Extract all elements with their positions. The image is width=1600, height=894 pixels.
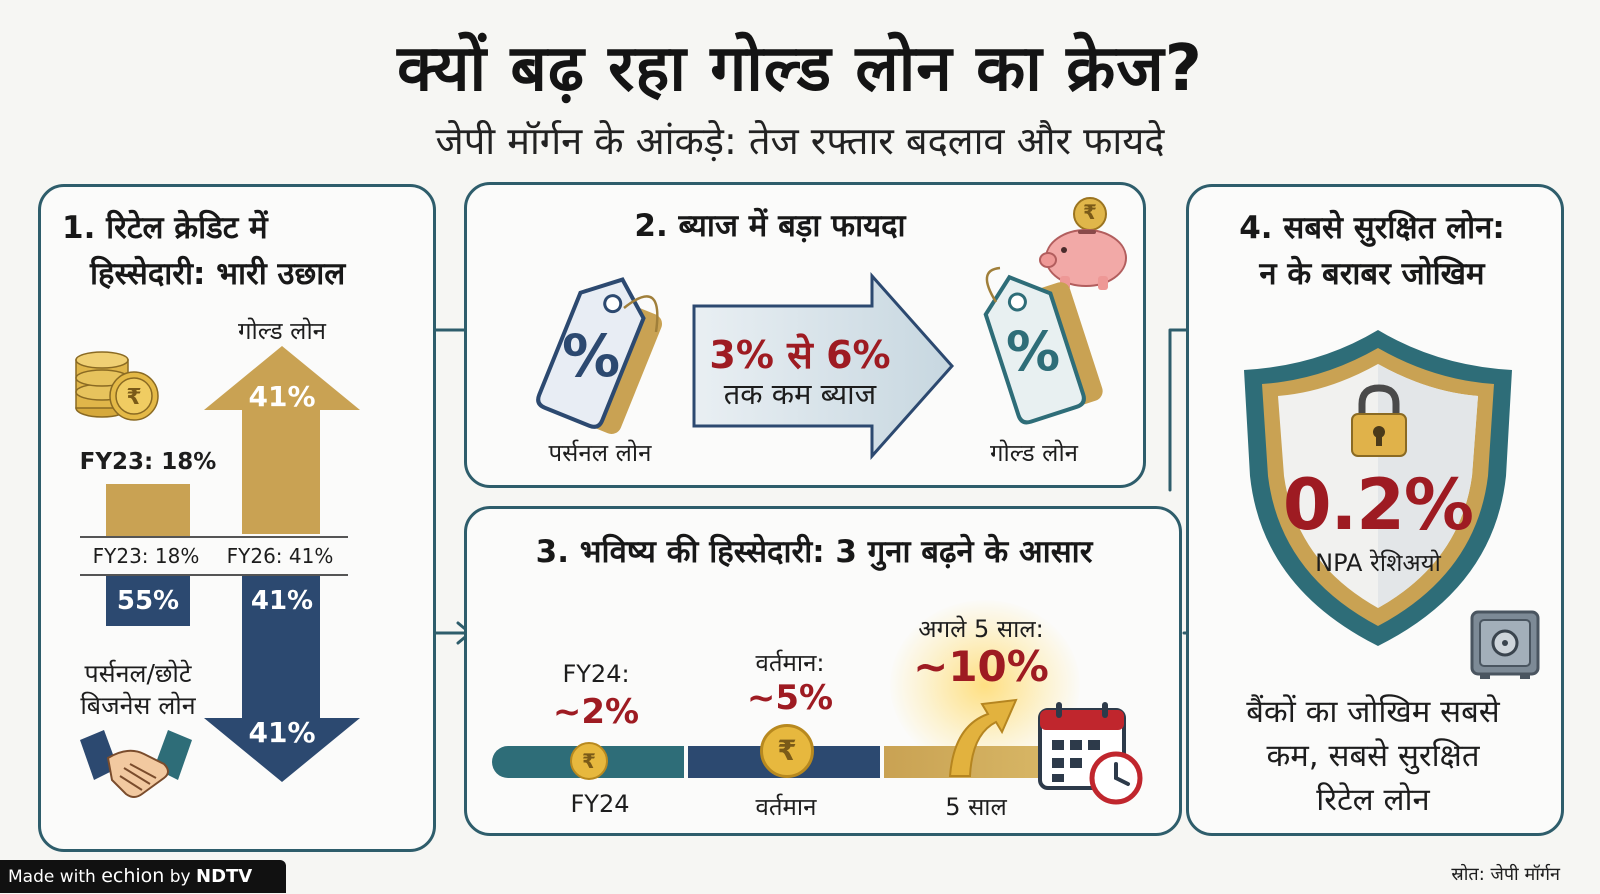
footer-ndtv: NDTV (196, 866, 253, 887)
axis-label-5yr: 5 साल (945, 793, 1007, 821)
made-with-footer[interactable]: Made with echion by NDTV (0, 860, 286, 893)
gold-up-arrow (204, 346, 360, 534)
handshake-icon (80, 730, 192, 798)
gold-loan-tag-symbol: % (1005, 320, 1061, 383)
footer-by: by (164, 867, 197, 887)
panel2-heading: 2. ब्याज में बड़ा फायदा (634, 208, 906, 244)
npa-label: NPA रेशिअयो (1315, 549, 1441, 577)
point-fy24-value: ~2% (552, 692, 640, 732)
panel4-desc-line3: रिटेल लोन (1316, 782, 1430, 818)
axis-label-current: वर्तमान (755, 793, 817, 821)
gold-loan-tag-label: गोल्ड लोन (989, 439, 1078, 467)
point-future-value: ~10% (913, 642, 1049, 691)
footer-made-with: Made with (8, 867, 102, 887)
panel1-heading-line1: 1. रिटेल क्रेडिट में (62, 210, 268, 246)
small-bar-label: FY23: 18% (79, 449, 217, 475)
gold-loan-label: गोल्ड लोन (237, 317, 326, 345)
personal-loan-tag-symbol: % (561, 322, 621, 390)
source-credit: स्रोत: जेपी मॉर्गन (1451, 864, 1560, 885)
coins-rupee-icon: ₹ (75, 351, 159, 421)
navy-small-bar (106, 576, 190, 626)
interest-range-high: 6% (826, 333, 891, 377)
gold-loan-tag-icon (983, 266, 1103, 425)
interest-range-low: 3% से (709, 333, 827, 377)
interest-range: 3% से 6% (700, 328, 900, 380)
coin-current: ₹ (760, 724, 814, 778)
axis-label-fy26: FY26: 41% (226, 544, 334, 568)
safe-vault-icon (1470, 610, 1540, 679)
footer-brand: echion (101, 865, 165, 887)
axis-label-fy24: FY24 (570, 790, 630, 818)
navy-arrow-value-top: 41% (250, 586, 314, 616)
chart-axis-line-top (80, 536, 348, 538)
point-current-top: वर्तमान: (755, 649, 825, 677)
calendar-clock-icon (1038, 702, 1143, 805)
navy-small-bar-value: 55% (116, 586, 180, 616)
personal-loan-label-line1: पर्सनल/छोटे (84, 659, 192, 688)
interest-range-caption: तक कम ब्याज (723, 377, 877, 411)
page-title: क्यों बढ़ रहा गोल्ड लोन का क्रेज? (397, 32, 1203, 106)
rising-arrow-icon (948, 698, 1018, 777)
gold-small-bar (106, 484, 190, 536)
interest-arrow (692, 272, 955, 460)
point-fy24-top: FY24: (562, 660, 630, 688)
piggy-coin-symbol: ₹ (1083, 200, 1097, 224)
personal-loan-tag-icon (536, 277, 663, 434)
point-current-value: ~5% (746, 678, 834, 718)
panel3-heading: 3. भविष्य की हिस्सेदारी: 3 गुना बढ़ने के… (535, 534, 1093, 570)
svg-text:₹: ₹ (126, 385, 141, 410)
point-future-top: अगले 5 साल: (918, 615, 1044, 643)
navy-arrow-value-bottom: 41% (248, 716, 316, 749)
panel1-heading-line2: हिस्सेदारी: भारी उछाल (90, 256, 346, 292)
panel4-heading-line1: 4. सबसे सुरक्षित लोन: (1239, 210, 1505, 246)
chart-axis-line-bottom (80, 574, 348, 576)
axis-label-fy23: FY23: 18% (92, 544, 200, 568)
page-subtitle: जेपी मॉर्गन के आंकड़े: तेज रफ्तार बदलाव … (435, 119, 1165, 163)
personal-loan-tag-label: पर्सनल लोन (548, 439, 652, 467)
personal-loan-label-line2: बिजनेस लोन (80, 691, 196, 720)
panel4-heading-line2: न के बराबर जोखिम (1259, 256, 1485, 292)
gold-arrow-value: 41% (248, 380, 316, 413)
coin-fy24: ₹ (570, 742, 608, 780)
padlock-icon (1351, 384, 1407, 457)
panel4-desc-line1: बैंकों का जोखिम सबसे (1246, 694, 1500, 730)
panel4-desc-line2: कम, सबसे सुरक्षित (1266, 738, 1480, 774)
navy-down-arrow (204, 576, 360, 782)
npa-value: 0.2% (1282, 464, 1474, 546)
